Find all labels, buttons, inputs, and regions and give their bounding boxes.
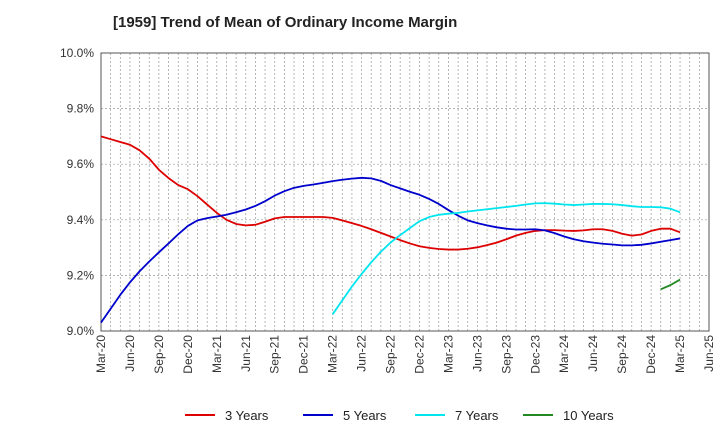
legend-swatch [523,414,553,416]
legend-item-10-years: 10 Years [523,406,614,424]
x-tick-label: Jun-25 [702,335,716,372]
series-line-10-years [660,278,681,291]
legend: 3 Years 5 Years 7 Years 10 Years [0,400,720,430]
y-tick-label: 9.6% [67,157,95,171]
legend-label: 5 Years [343,407,387,423]
x-tick-label: Mar-21 [210,335,224,373]
series-line-5-years [100,176,681,324]
y-tick-label: 9.0% [67,324,95,338]
legend-swatch [303,414,333,416]
y-tick-label: 9.8% [67,102,95,116]
x-tick-label: Dec-21 [297,335,311,374]
legend-label: 10 Years [563,407,614,423]
x-tick-label: Sep-23 [499,335,513,374]
x-tick-label: Jun-22 [355,335,369,372]
x-tick-label: Sep-21 [268,335,282,374]
legend-swatch [415,414,445,416]
legend-item-7-years: 7 Years [415,406,498,424]
x-tick-label: Dec-22 [412,335,426,374]
x-tick-label: Dec-23 [528,335,542,374]
x-tick-label: Mar-20 [94,335,108,373]
x-tick-label: Dec-24 [644,335,658,374]
x-tick-label: Sep-22 [384,335,398,374]
plot-frame [100,52,710,332]
x-tick-label: Mar-23 [441,335,455,373]
y-tick-label: 9.2% [67,268,95,282]
x-tick-label: Jun-20 [123,335,137,372]
legend-item-3-years: 3 Years [185,406,268,424]
x-tick-label: Jun-21 [239,335,253,372]
legend-item-5-years: 5 Years [303,406,386,424]
series-lines [100,135,681,324]
x-tick-label: Jun-23 [470,335,484,372]
x-tick-label: Mar-24 [557,335,571,373]
x-tick-label: Jun-24 [586,335,600,372]
legend-swatch [185,414,215,416]
series-line-3-years [100,135,681,251]
x-tick-label: Mar-22 [326,335,340,373]
legend-label: 3 Years [225,407,269,423]
y-tick-label: 9.4% [67,213,95,227]
x-axis-ticks: Mar-20 Jun-20 Sep-20 Dec-20 Mar-21 Jun-21 Sep-… [94,335,716,374]
x-tick-label: Mar-25 [673,335,687,373]
legend-label: 7 Years [455,407,499,423]
x-tick-label: Dec-20 [181,335,195,374]
chart-title: [1959] Trend of Mean of Ordinary Income … [113,14,458,31]
x-tick-label: Sep-20 [152,335,166,374]
series-line-7-years [331,202,681,315]
line-chart: 9.0% 9.2% 9.4% 9.6% 9.8% 10.0% Mar-20 Jun-20 Se… [60,46,716,374]
y-axis-ticks: 9.0% 9.2% 9.4% 9.6% 9.8% 10.0% [60,46,94,338]
y-tick-label: 10.0% [60,46,94,60]
x-tick-label: Sep-24 [615,335,629,374]
